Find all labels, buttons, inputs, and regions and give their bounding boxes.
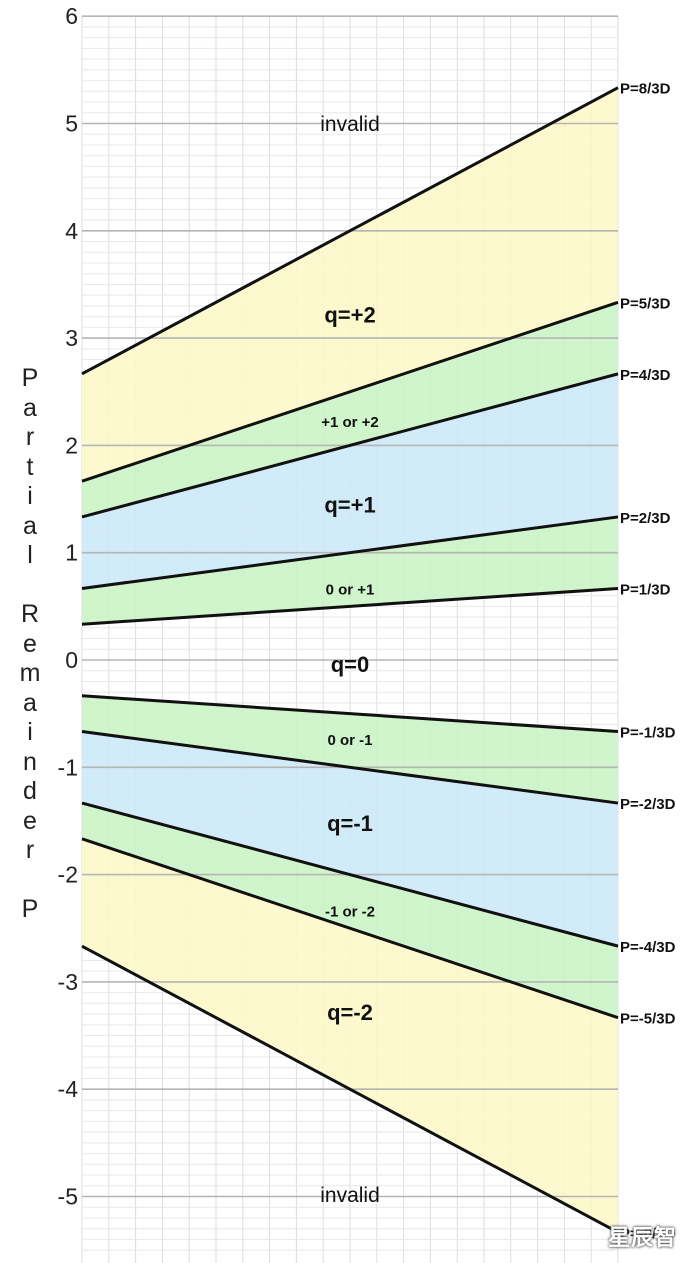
- y-tick-label: 3: [65, 325, 78, 351]
- region-band: [82, 803, 618, 1018]
- region-label: invalid: [320, 1184, 380, 1207]
- y-tick-label: 4: [65, 218, 78, 244]
- region-label: 0 or -1: [327, 732, 372, 749]
- region-band: [82, 731, 618, 947]
- region-label: q=+2: [324, 302, 375, 327]
- boundary-label: P=8/3D: [620, 81, 671, 98]
- boundary-label: P=5/3D: [620, 295, 671, 312]
- region-label: invalid: [320, 113, 380, 136]
- y-axis-title-letter: a: [23, 393, 37, 422]
- boundary-label: P=-1/3D: [620, 725, 676, 742]
- boundary-line: [81, 86, 619, 376]
- boundary-line: [81, 372, 619, 519]
- watermark: 星辰智: [608, 1225, 678, 1250]
- region-label: -1 or -2: [325, 903, 375, 920]
- boundary-label: P=1/3D: [620, 581, 671, 598]
- boundary-line: [81, 944, 619, 1234]
- y-axis-ticks: 6 5 4 3 2 1 0 -1 -2 -3 -4 -5: [58, 3, 79, 1209]
- boundary-labels: P=8/3D P=5/3D P=4/3D P=2/3D P=1/3D P=-1/3D P=-…: [620, 81, 676, 1243]
- y-axis-title-letter: e: [23, 806, 37, 835]
- region-label: +1 or +2: [321, 414, 379, 431]
- y-tick-label: 0: [65, 647, 78, 673]
- region-label: q=-1: [327, 811, 373, 836]
- region-label: 0 or +1: [326, 582, 375, 599]
- region-label: q=0: [331, 652, 370, 677]
- boundary-line: [81, 515, 619, 590]
- y-tick-label: -5: [58, 1184, 78, 1210]
- y-tick-label: -2: [58, 862, 78, 888]
- boundary-line: [81, 300, 619, 483]
- region-label: q=+1: [324, 492, 375, 517]
- y-tick-label: -4: [58, 1076, 79, 1102]
- y-axis-title-letter: n: [23, 747, 37, 776]
- y-axis-title-gap: [0, 571, 60, 601]
- boundary-label: P=-5/3D: [620, 1011, 676, 1028]
- y-tick-label: 1: [65, 540, 78, 566]
- boundary-line: [81, 801, 619, 948]
- boundary-line: [81, 694, 619, 734]
- region-band: [82, 838, 618, 1233]
- y-tick-label: 6: [65, 3, 78, 29]
- y-tick-label: -3: [58, 969, 78, 995]
- boundary-label: P=-8/3D: [620, 1225, 676, 1242]
- boundary-label: P=-4/3D: [620, 939, 676, 956]
- y-axis-title-letter: P: [21, 364, 39, 392]
- y-axis-title-letter: P: [21, 895, 39, 923]
- y-axis-title-letter: r: [25, 836, 35, 864]
- boundary-label: P=4/3D: [620, 367, 671, 384]
- y-axis-title-letter: a: [23, 688, 37, 717]
- y-axis-title-gap: [0, 866, 60, 896]
- boundary-label: P=2/3D: [620, 510, 671, 527]
- region-band: [82, 87, 618, 482]
- boundary-label: P=-2/3D: [620, 796, 676, 813]
- y-axis-title-letter: R: [20, 600, 40, 628]
- y-axis-title-letter: i: [27, 718, 33, 746]
- y-axis-title-letter: d: [23, 777, 37, 805]
- y-axis-title-letter: l: [27, 541, 33, 569]
- region-band: [82, 302, 618, 517]
- y-axis-title-letter: i: [27, 482, 33, 510]
- boundary-lines: [81, 86, 619, 1234]
- y-axis-title-letter: r: [25, 423, 35, 451]
- y-tick-label: 5: [65, 111, 78, 137]
- y-axis-title-letter: t: [26, 452, 34, 481]
- region-band: [82, 373, 618, 589]
- y-axis-title-letter: m: [19, 659, 41, 687]
- y-tick-label: 2: [65, 432, 78, 458]
- boundary-line: [81, 730, 619, 805]
- y-axis-title-letter: a: [23, 511, 37, 540]
- y-tick-label: -1: [58, 754, 78, 780]
- boundary-line: [81, 837, 619, 1020]
- y-axis-title-letter: e: [23, 629, 37, 658]
- region-label: q=-2: [327, 1000, 373, 1025]
- boundary-line: [81, 586, 619, 626]
- region-labels: invalid q=+2 +1 or +2 q=+1 0 or +1 q=0 0 or -1…: [320, 113, 380, 1207]
